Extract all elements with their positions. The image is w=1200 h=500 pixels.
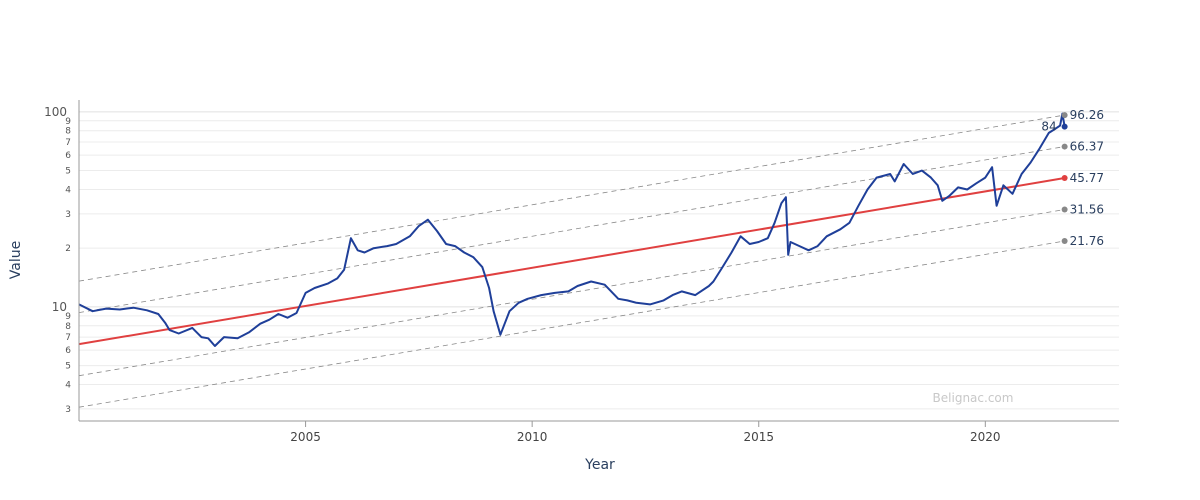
band-line (78, 146, 1065, 313)
watermark: Belignac.com (933, 391, 1014, 405)
y-tick-label-major: 10 (52, 300, 67, 314)
band-end-marker (1061, 112, 1068, 119)
y-tick-label-minor: 6 (65, 151, 71, 161)
y-tick-label-minor: 4 (65, 381, 71, 391)
band-line (78, 209, 1065, 377)
series-layer (78, 112, 1066, 347)
x-tick-label: 2010 (517, 430, 548, 444)
regression-line (78, 177, 1065, 346)
x-tick-label: 2005 (290, 430, 321, 444)
y-tick-label-minor: 7 (65, 333, 71, 343)
x-axis-title: Year (584, 457, 615, 473)
band-value-label: 96.26 (1070, 108, 1104, 122)
regression-value-label: 45.77 (1070, 171, 1104, 185)
x-tick-label: 2020 (970, 430, 1001, 444)
band-end-marker (1061, 143, 1068, 150)
price-series-line (78, 112, 1066, 347)
band-end-marker (1061, 238, 1068, 245)
y-tick-label-minor: 6 (65, 346, 71, 356)
y-tick-label-minor: 3 (65, 210, 71, 220)
y-tick-label-minor: 9 (65, 312, 71, 322)
y-tick-label-minor: 4 (65, 185, 71, 195)
y-tick-label-minor: 9 (65, 117, 71, 127)
band-value-label: 31.56 (1070, 203, 1104, 217)
band-line (78, 240, 1065, 408)
y-tick-label-minor: 2 (65, 244, 71, 254)
y-tick-label-major: 100 (44, 105, 67, 119)
regression-end-marker (1061, 175, 1068, 182)
band-layer (78, 114, 1065, 408)
band-line (78, 114, 1065, 282)
series-last-value-label: 84 (1041, 120, 1056, 134)
label-layer: 96.26 66.37 31.56 21.76 45.77 84 (1041, 108, 1104, 248)
series-end-marker (1061, 123, 1068, 130)
y-tick-label-minor: 8 (65, 127, 71, 137)
y-tick-label-minor: 5 (65, 167, 71, 177)
y-tick-label-minor: 5 (65, 362, 71, 372)
x-tick-label: 2015 (743, 430, 774, 444)
y-tick-label-minor: 3 (65, 405, 71, 415)
y-axis-title: Value (8, 241, 24, 279)
grid-layer (79, 111, 1119, 410)
band-end-marker (1061, 206, 1068, 213)
y-tick-label-minor: 8 (65, 322, 71, 332)
band-value-label: 66.37 (1070, 140, 1104, 154)
y-tick-label-minor: 7 (65, 138, 71, 148)
band-value-label: 21.76 (1070, 234, 1104, 248)
